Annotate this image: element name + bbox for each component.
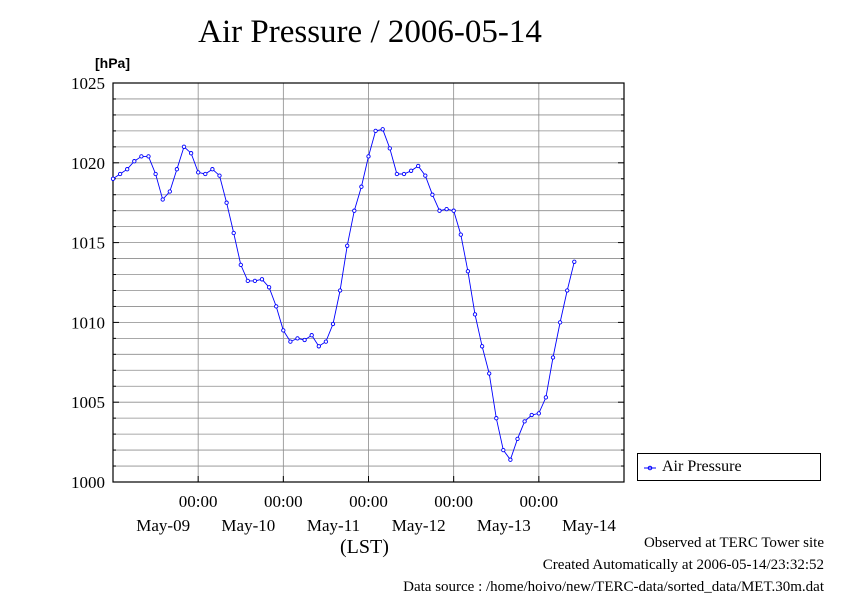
data-point <box>522 419 527 424</box>
data-point <box>437 208 442 213</box>
data-point <box>181 144 187 149</box>
data-point <box>337 288 343 293</box>
data-point <box>529 412 534 418</box>
data-point <box>125 167 130 172</box>
y-tick-label: 1015 <box>71 234 105 253</box>
data-point <box>188 151 194 156</box>
x-tick-date-label: May-09 <box>136 516 190 535</box>
data-point <box>352 208 357 213</box>
x-tick-time-label: 00:00 <box>179 492 218 511</box>
data-point <box>203 171 208 177</box>
data-point <box>153 171 158 177</box>
data-point <box>487 371 492 376</box>
footer-created: Created Automatically at 2006-05-14/23:3… <box>542 557 824 573</box>
data-point <box>295 336 300 341</box>
data-point <box>274 304 279 309</box>
legend-swatch <box>644 465 656 471</box>
data-point <box>146 154 151 159</box>
data-point <box>224 200 229 205</box>
data-point <box>359 184 364 189</box>
y-tick-label: 1010 <box>71 313 105 332</box>
data-point <box>167 189 172 194</box>
x-tick-date-label: May-11 <box>307 516 360 535</box>
data-point <box>444 206 449 212</box>
data-point <box>217 173 222 178</box>
footer-data-source: Data source : /home/hoivo/new/TERC-data/… <box>403 579 824 595</box>
data-point <box>557 320 563 325</box>
data-point <box>508 457 513 462</box>
data-point <box>515 436 520 442</box>
data-point <box>416 163 421 169</box>
y-axis: 1000 1005 1010 1015 1020 1025 <box>71 74 624 492</box>
data-point <box>252 278 258 284</box>
data-point <box>196 170 201 175</box>
data-point <box>366 154 371 159</box>
data-point <box>423 173 428 178</box>
data-point <box>501 447 506 453</box>
data-point <box>394 171 400 177</box>
x-tick-time-label: 00:00 <box>349 492 388 511</box>
footer-observed: Observed at TERC Tower site <box>643 535 824 551</box>
data-point <box>472 312 478 317</box>
data-point <box>550 355 556 360</box>
y-tick-label: 1000 <box>71 473 105 492</box>
data-point <box>408 168 414 173</box>
data-point <box>160 197 165 202</box>
y-tick-label: 1025 <box>71 74 105 93</box>
data-point <box>330 321 336 327</box>
legend-label: Air Pressure <box>662 458 742 475</box>
data-point <box>266 285 272 290</box>
data-point <box>458 232 463 237</box>
data-point <box>430 192 435 197</box>
data-point <box>117 171 123 177</box>
chart-title: Air Pressure / 2006-05-14 <box>198 14 542 50</box>
data-point <box>380 127 385 132</box>
data-point <box>231 230 236 236</box>
series-air-pressure <box>110 127 577 462</box>
data-point <box>401 171 407 177</box>
data-point <box>245 278 250 284</box>
data-point <box>494 416 499 421</box>
data-point <box>316 344 321 349</box>
x-tick-time-label: 00:00 <box>519 492 558 511</box>
data-point <box>309 333 314 338</box>
data-point <box>345 243 350 248</box>
data-point <box>302 337 307 343</box>
data-point <box>110 176 116 181</box>
data-point <box>465 269 471 274</box>
x-tick-date-label: May-12 <box>392 516 446 535</box>
x-axis-label: (LST) <box>340 536 389 558</box>
data-point <box>288 339 293 344</box>
data-point <box>132 159 137 164</box>
data-point <box>387 146 392 151</box>
data-point <box>238 262 243 268</box>
data-point <box>536 411 541 416</box>
x-tick-date-label: May-10 <box>221 516 275 535</box>
legend: Air Pressure <box>637 453 821 481</box>
x-tick-date-label: May-14 <box>562 516 616 535</box>
data-point <box>174 167 180 172</box>
data-point <box>451 208 456 213</box>
data-point <box>572 259 577 264</box>
data-point <box>543 395 549 400</box>
x-tick-time-label: 00:00 <box>264 492 303 511</box>
x-tick-date-label: May-13 <box>477 516 531 535</box>
y-tick-label: 1005 <box>71 393 105 412</box>
data-point <box>565 288 570 293</box>
data-point <box>139 154 144 159</box>
data-point <box>210 167 215 172</box>
y-axis-unit: [hPa] <box>95 55 130 71</box>
data-point <box>259 277 265 282</box>
x-tick-time-label: 00:00 <box>434 492 473 511</box>
grid <box>113 83 624 482</box>
data-point <box>373 128 378 134</box>
y-tick-label: 1020 <box>71 154 105 173</box>
data-point <box>323 339 329 344</box>
data-point <box>281 328 286 333</box>
data-point <box>479 344 485 349</box>
x-axis: 00:00May-0900:00May-1000:00May-1100:00Ma… <box>136 476 616 535</box>
